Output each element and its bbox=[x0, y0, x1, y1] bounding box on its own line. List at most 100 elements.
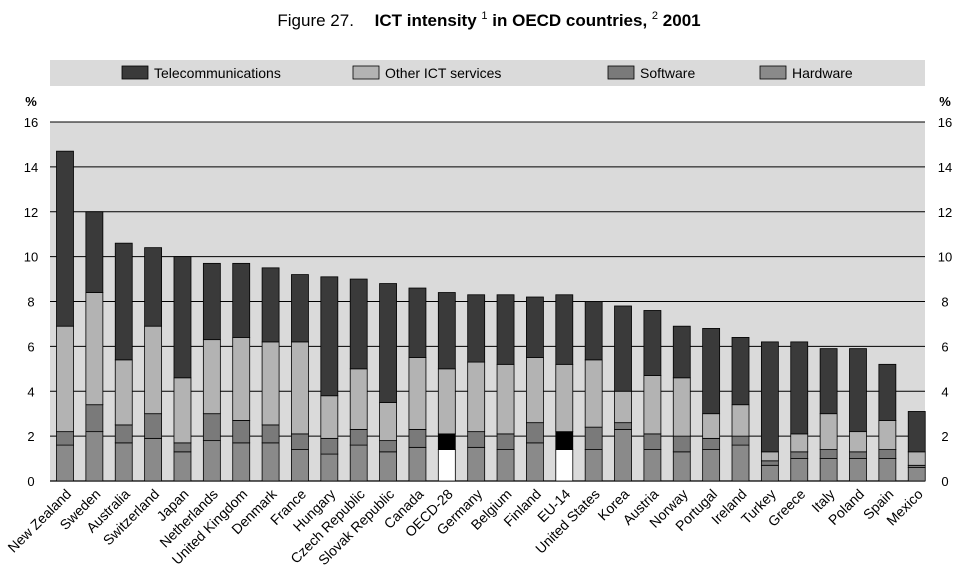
bar-segment bbox=[379, 402, 397, 442]
bar-segment bbox=[849, 348, 867, 433]
bar-segment bbox=[261, 341, 280, 426]
bar-segment bbox=[907, 451, 926, 466]
bar-segment bbox=[85, 292, 104, 406]
legend-label: Other ICT services bbox=[385, 65, 501, 81]
chart-title: Figure 27. ICT intensity 1 in OECD count… bbox=[277, 4, 700, 30]
bar-segment bbox=[702, 449, 721, 482]
bar-segment bbox=[760, 464, 779, 482]
bar-segment bbox=[437, 433, 456, 450]
bar-segment bbox=[731, 336, 750, 406]
bar-segment bbox=[643, 310, 662, 376]
bar-segment bbox=[643, 375, 662, 435]
bar-segment bbox=[819, 413, 838, 450]
bar-segment bbox=[849, 431, 867, 453]
bar-segment bbox=[56, 431, 74, 446]
legend-label: Hardware bbox=[792, 65, 853, 81]
y-tick-label-left: 12 bbox=[24, 205, 38, 220]
bar-segment bbox=[232, 336, 251, 421]
bar-segment bbox=[790, 433, 809, 453]
y-tick-label-right: 6 bbox=[941, 339, 948, 354]
bar-segment bbox=[349, 278, 368, 370]
bar-segment bbox=[261, 442, 280, 482]
bar-segment bbox=[496, 449, 515, 482]
bar-segment bbox=[408, 428, 427, 448]
bar-segment bbox=[114, 242, 133, 361]
y-tick-label-right: 2 bbox=[941, 429, 948, 444]
y-tick-label-left: 8 bbox=[27, 295, 34, 310]
bar-segment bbox=[584, 301, 603, 361]
bar-segment bbox=[878, 449, 897, 459]
title-sup2: 2 bbox=[652, 10, 658, 22]
bar-segment bbox=[555, 363, 574, 433]
y-tick-label-right: 8 bbox=[941, 295, 948, 310]
y-tick-label-left: 4 bbox=[27, 384, 34, 399]
legend-swatch bbox=[352, 65, 380, 80]
bar-segment bbox=[878, 363, 897, 421]
title-main: ICT intensity bbox=[375, 11, 478, 30]
bar-segment bbox=[819, 458, 838, 482]
bar-segment bbox=[349, 428, 368, 446]
title-year: 2001 bbox=[663, 11, 701, 30]
bar-segment bbox=[819, 348, 838, 415]
legend-swatch bbox=[759, 65, 787, 80]
y-tick-label-left: 16 bbox=[24, 115, 38, 130]
bar-segment bbox=[408, 446, 427, 482]
bar-segment bbox=[496, 294, 515, 365]
bar-segment bbox=[672, 325, 691, 379]
bar-segment bbox=[496, 433, 515, 450]
bar-segment bbox=[437, 368, 456, 435]
bar-segment bbox=[261, 267, 280, 343]
bar-segment bbox=[790, 341, 809, 435]
bar-segment bbox=[849, 451, 867, 459]
y-tick-label-left: 6 bbox=[27, 339, 34, 354]
bar-segment bbox=[320, 276, 339, 397]
bar-segment bbox=[379, 451, 397, 482]
bar-segment bbox=[202, 339, 221, 415]
bar-segment bbox=[526, 357, 544, 424]
bar-segment bbox=[702, 437, 721, 450]
y-tick-label-right: 10 bbox=[938, 250, 952, 265]
bar-segment bbox=[144, 437, 163, 482]
bar-segment bbox=[85, 431, 104, 482]
title-mid: in OECD countries, bbox=[492, 11, 647, 30]
bar-segment bbox=[320, 437, 339, 455]
bar-segment bbox=[320, 395, 339, 439]
bar-segment bbox=[261, 424, 280, 444]
y-tick-label-right: 14 bbox=[938, 160, 952, 175]
bar-segment bbox=[408, 287, 427, 358]
figure-label: Figure 27. bbox=[277, 11, 354, 30]
bar-segment bbox=[144, 413, 163, 439]
bar-segment bbox=[614, 428, 632, 482]
gridlines bbox=[50, 121, 925, 482]
bar-segment bbox=[173, 377, 192, 444]
y-axis-unit-left: % bbox=[25, 94, 37, 109]
bar-segment bbox=[643, 449, 662, 482]
bar-segment bbox=[614, 305, 632, 392]
bar-segment bbox=[85, 211, 104, 293]
bar-segment bbox=[85, 404, 104, 433]
bar-segment bbox=[790, 451, 809, 459]
bar-segment bbox=[114, 424, 133, 444]
bar-segment bbox=[437, 449, 456, 482]
bar-segment bbox=[496, 363, 515, 435]
bar-segment bbox=[379, 283, 397, 403]
x-tick-labels: New ZealandSwedenAustraliaSwitzerlandJap… bbox=[4, 485, 926, 568]
bar-segment bbox=[173, 256, 192, 379]
bar-segment bbox=[790, 458, 809, 482]
y-tick-label-right: 12 bbox=[938, 205, 952, 220]
y-axis-unit-right: % bbox=[939, 94, 951, 109]
title-sup1: 1 bbox=[481, 10, 487, 22]
bar-segment bbox=[173, 442, 192, 453]
bar-segment bbox=[232, 262, 251, 338]
bar-segment bbox=[349, 444, 368, 482]
y-tick-labels: 0 0 2 2 4 4 6 6 8 8 10 10 12 12 14 14 16 16 bbox=[24, 115, 952, 489]
bar-segment bbox=[584, 449, 603, 482]
bar-segment bbox=[144, 247, 163, 327]
bar-segment bbox=[291, 449, 309, 482]
bar-segment bbox=[760, 451, 779, 462]
bar-segment bbox=[584, 359, 603, 428]
bar-segment bbox=[819, 449, 838, 459]
bar-segment bbox=[907, 411, 926, 453]
y-tick-label-right: 4 bbox=[941, 384, 948, 399]
